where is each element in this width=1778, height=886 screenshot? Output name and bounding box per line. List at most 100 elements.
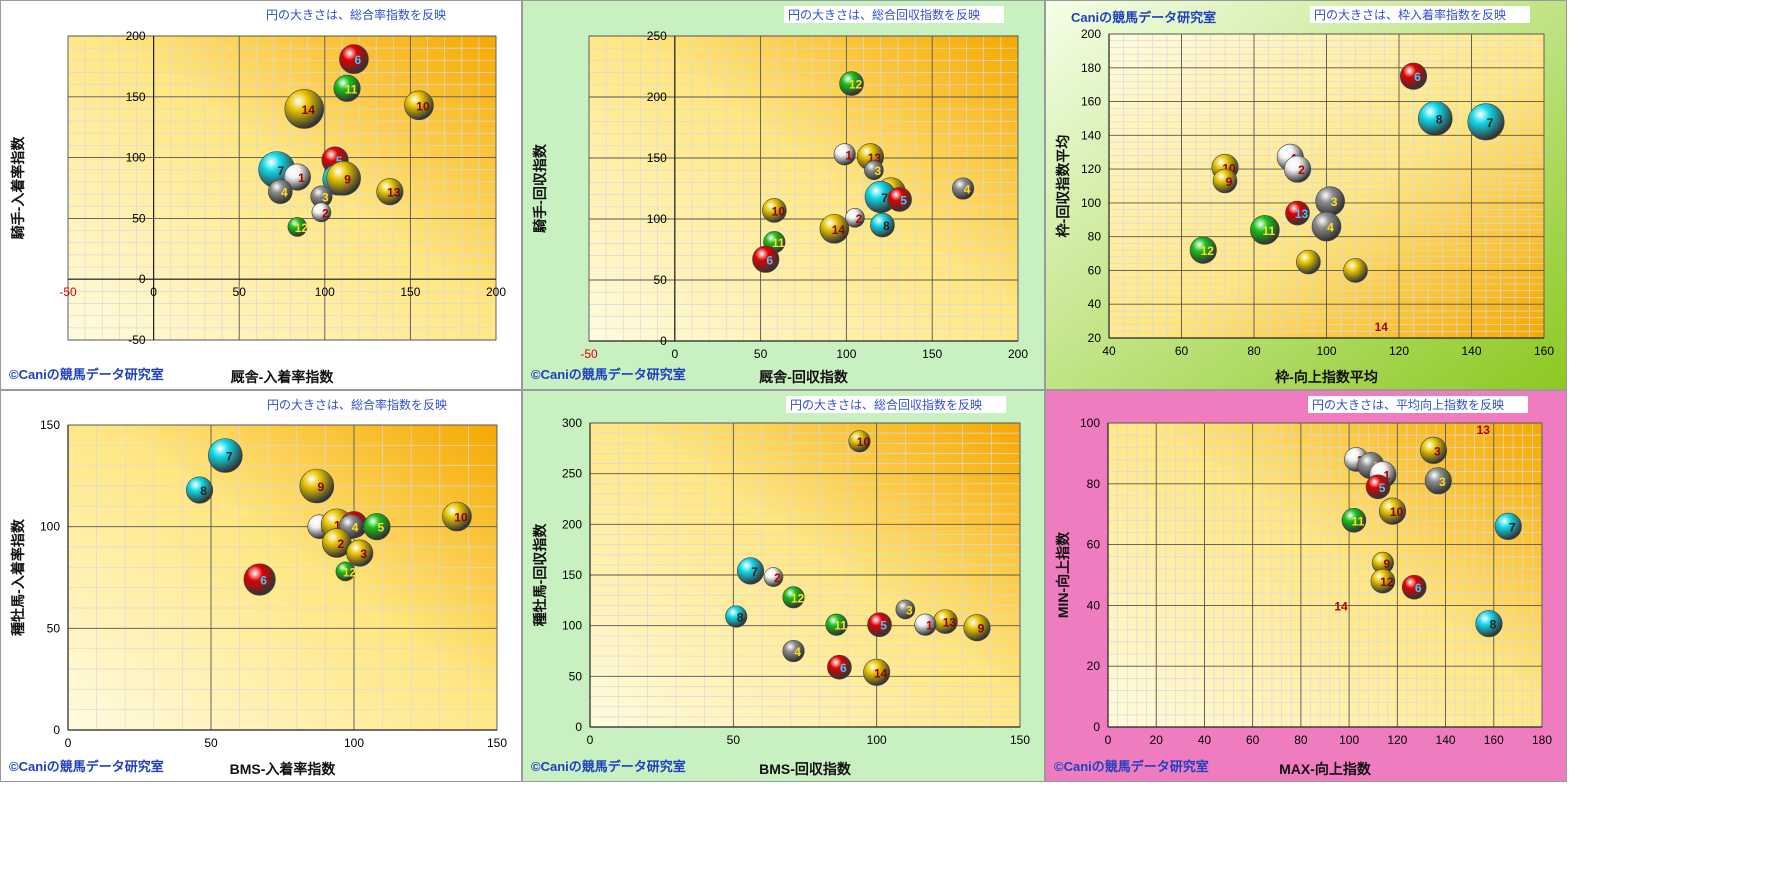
bubble-label: 12 [343,565,357,579]
x-axis-title: 厩舎-回収指数 [759,369,849,385]
bubble: 14 [819,213,850,244]
bubble-circle [311,202,332,223]
bubble: 10 [404,90,434,121]
x-tick-label: 100 [1316,344,1336,358]
bubble-label: 3 [1439,475,1446,489]
bubble-label: 12 [849,78,863,92]
chart-svg-4: 0 50 100 150 0 50 100 150 BMS-入着率指数 種牡馬-入着率指数 円の大き… [9,397,507,777]
x-tick-label: 120 [1389,344,1409,358]
bubble-circle [1365,474,1391,500]
x-tick-label: 150 [1010,733,1030,747]
bubble: 4 [952,177,975,200]
size-note: 円の大きさは、総合率指数を反映 [267,397,447,412]
bubble-label: 8 [1490,618,1497,632]
bubble-circle [1341,507,1367,533]
bubble: 14 [863,658,891,686]
bubble: 7 [1494,512,1522,540]
bubble-circle [782,586,805,609]
x-tick-label: 0 [150,285,157,299]
bubble: 2 [763,567,784,587]
y-tick-label: 100 [126,151,146,165]
size-note: 円の大きさは、総合率指数を反映 [266,7,446,22]
bubble-circle [404,90,434,121]
bubble: 12 [782,586,805,609]
bubble-circle [736,557,765,585]
bubble-circle [1189,236,1217,264]
bubble-circle [1401,574,1427,600]
chart-svg-3: 40 60 80 100 120 140 1602040608010012014016018… [1046,1,1566,389]
y-tick-label: 100 [1080,416,1100,430]
bubble: 13 [376,178,404,206]
bubble: 12 [839,71,864,96]
y-tick-label: 100 [40,520,60,534]
bubble-circle [243,563,276,596]
bubble: 1 [283,163,311,191]
bubble-circle [762,198,787,223]
bubble-label: 5 [378,521,385,535]
x-tick-label: 50 [727,733,741,747]
bubble-circle [725,605,748,628]
y-tick-label: 100 [1081,196,1101,210]
bubble-label: 4 [964,183,971,197]
bubble-circle [335,561,356,582]
chart-panel-5: 0 50 100 150 0 50 100 150 200 250 300 BMS-回収指数 種牡馬-回… [522,390,1045,782]
bubble-label: 9 [1384,557,1391,571]
bubble: 3 [1424,467,1452,495]
bubble-label: 2 [322,206,329,220]
bubble-label: 12 [295,221,309,235]
x-tick-label: 20 [1150,733,1164,747]
bubble: 9 [326,160,361,196]
y-axis-title: 種牡馬-回収指数 [532,523,548,627]
size-note: 円の大きさは、総合回収指数を反映 [788,7,980,22]
copyright-label: ©Caniの競馬データ研究室 [9,759,164,774]
note-box [1308,396,1528,413]
bubble: 10 [1378,497,1407,525]
bubble-circle [1417,101,1453,136]
x-tick-label: 50 [233,285,247,299]
x-axis-title: 厩舎-入着率指数 [231,369,335,385]
bubble-label: 13 [1295,207,1309,221]
bubble-label: 7 [751,565,758,579]
bubble: 1 [914,613,937,636]
bubble: 3 [1419,436,1448,464]
bubble-circle [952,177,975,200]
bubble: 10 [762,198,787,223]
chart-svg-6: 0 20 40 60 80 100 120 140 160 180 0 20 40 60 80 100 MAX-… [1054,396,1552,777]
bubble-label: 11 [834,619,847,633]
bubble-label: 1 [845,148,852,162]
bubble: 6 [752,245,780,273]
x-tick-label: 60 [1175,344,1189,358]
chart-svg-1: -50 0 50 100 150 200 -50 0 50 100 150 200 厩舎-入着率指数 騎手… [9,7,506,385]
bubble: 9 [1212,168,1238,194]
x-tick-label: -50 [580,347,598,361]
copyright-label: ©Caniの競馬データ研究室 [9,367,164,382]
bubble-circle [825,613,848,636]
bubble-label: 14 [874,666,888,680]
y-tick-label: 200 [1081,27,1101,41]
bubble-label: 9 [1226,175,1233,189]
x-tick-label: 100 [836,347,856,361]
y-axis-title: 騎手-回収指数 [532,143,548,233]
bubble-circle [1378,497,1407,525]
plot-area [588,35,1019,342]
bubble: 10 [442,501,472,532]
bubble-label: 10 [857,435,871,449]
bubble-label: 3 [906,603,913,617]
x-tick-label: 200 [486,285,506,299]
bubble-circle [887,187,912,212]
bubble: 5 [867,612,892,637]
x-tick-label: 160 [1484,733,1504,747]
x-tick-label: 140 [1436,733,1456,747]
x-axis-title: BMS-入着率指数 [230,761,337,777]
bubble-label: 10 [1390,505,1404,519]
bubble-label: 13 [943,616,957,630]
x-tick-label: 60 [1246,733,1260,747]
bubble-circle [284,89,325,129]
x-tick-label: 200 [1008,347,1028,361]
y-tick-label: 100 [562,619,582,633]
y-tick-label: 150 [126,90,146,104]
bubble-circle [333,74,361,102]
note-box [786,396,1006,413]
bubble-label: 8 [1436,112,1443,126]
